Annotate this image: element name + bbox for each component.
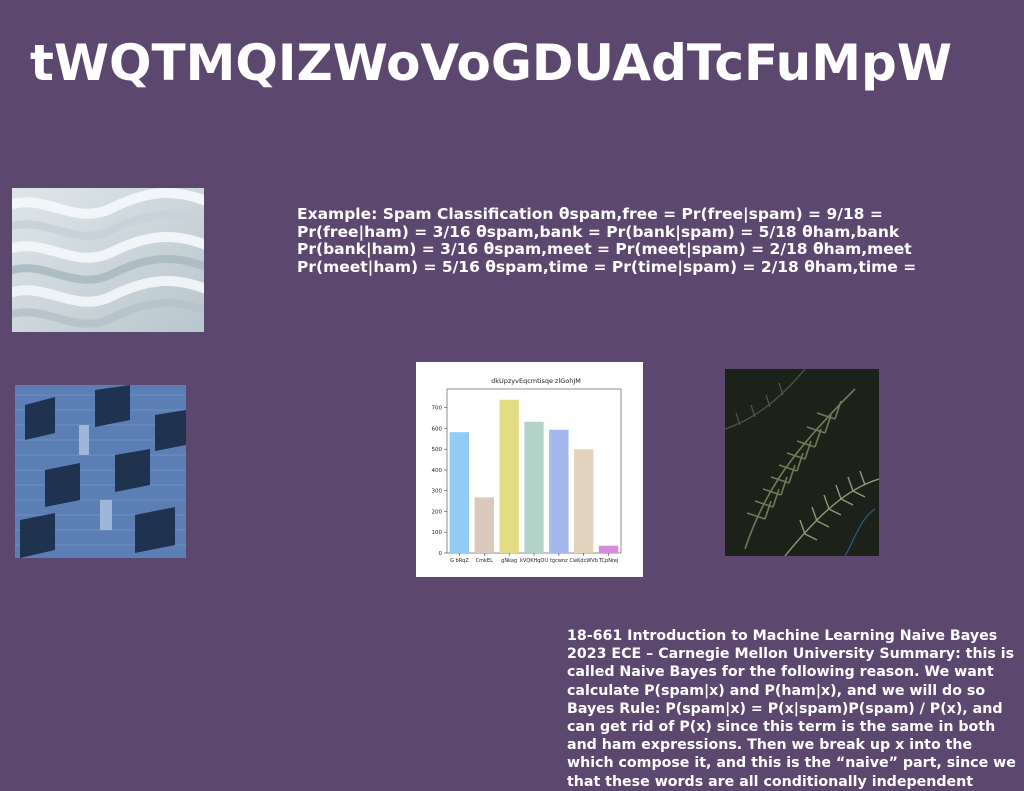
naive-bayes-summary-text: 18-661 Introduction to Machine Learning … bbox=[567, 627, 1019, 791]
bar bbox=[499, 400, 518, 553]
waves-image bbox=[12, 188, 204, 332]
building-image bbox=[15, 385, 186, 558]
y-tick-label: 100 bbox=[432, 530, 443, 536]
x-tick-label: kVQKHqOU bbox=[520, 558, 548, 564]
y-tick-label: 600 bbox=[432, 426, 443, 432]
y-tick-label: 400 bbox=[432, 468, 443, 474]
x-tick-label: CwKdcWVb bbox=[570, 558, 598, 564]
bar bbox=[524, 422, 543, 553]
y-tick-label: 200 bbox=[432, 509, 443, 515]
x-tick-label: tgcwnz bbox=[550, 558, 568, 564]
bar bbox=[574, 449, 593, 553]
y-tick-label: 500 bbox=[432, 447, 443, 453]
y-tick-label: 300 bbox=[432, 489, 443, 495]
slide-title: tWQTMQIZWoVoGDUAdTcFuMpW bbox=[30, 30, 952, 96]
x-tick-label: G bRqZ bbox=[450, 558, 469, 564]
x-tick-label: CmkEL bbox=[476, 558, 493, 564]
bar-chart: dkUpzyvEqcmtisqe zlGohJM 0 100 200 300 400 50… bbox=[416, 362, 643, 577]
spam-example-text: Example: Spam Classification θspam,free … bbox=[297, 206, 987, 276]
fern-image bbox=[725, 369, 879, 556]
bar bbox=[599, 546, 618, 553]
bar bbox=[549, 430, 568, 553]
y-tick-label: 0 bbox=[439, 551, 443, 557]
x-tick-label: gNkag bbox=[501, 558, 517, 564]
chart-title: dkUpzyvEqcmtisqe zlGohJM bbox=[491, 377, 581, 385]
y-tick-label: 700 bbox=[432, 406, 443, 412]
bar bbox=[450, 432, 469, 553]
x-tick-label: TCpNrej bbox=[598, 558, 619, 564]
bar bbox=[475, 497, 494, 553]
